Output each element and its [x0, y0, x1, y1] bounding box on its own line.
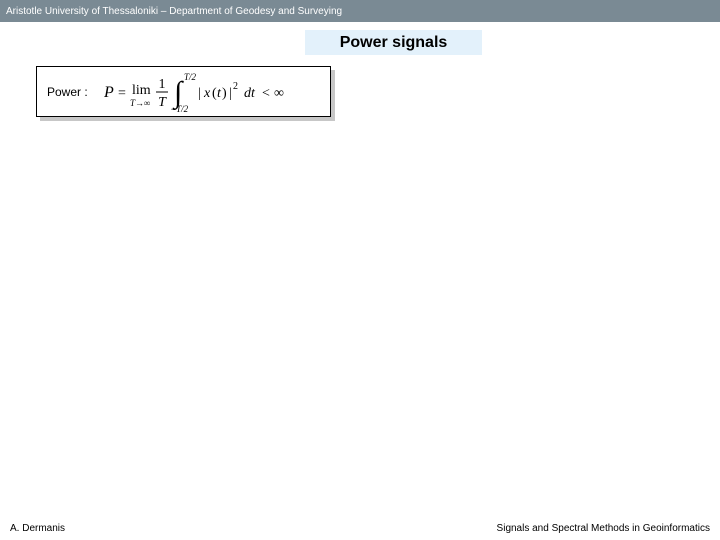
formula-label: Power :	[47, 85, 88, 99]
formula-int-upper: T/2	[184, 72, 197, 82]
formula-x: x	[203, 86, 211, 101]
footer-left: A. Dermanis	[10, 523, 65, 534]
formula-lim: lim	[132, 83, 151, 98]
formula-abs-r: |	[229, 86, 232, 101]
formula-lhs: P	[104, 84, 114, 101]
header-text: Aristotle University of Thessaloniki – D…	[6, 6, 342, 17]
formula-svg: P = lim T→∞ 1 T ∫ T/2 −T/2 | x ( t ) | 2	[104, 70, 314, 114]
formula-frac-num: 1	[158, 77, 165, 92]
formula-box: Power : P = lim T→∞ 1 T ∫ T/2 −T/2 | x (…	[36, 66, 331, 117]
formula-lt: <	[262, 86, 270, 101]
formula-abs-l: |	[198, 86, 201, 101]
formula-frac-den: T	[158, 95, 167, 110]
slide: Aristotle University of Thessaloniki – D…	[0, 0, 720, 540]
formula-inf: ∞	[274, 86, 284, 101]
header-bar: Aristotle University of Thessaloniki – D…	[0, 0, 720, 22]
formula-paren-r: )	[222, 86, 227, 101]
formula-dt: dt	[244, 86, 256, 101]
formula-equals: =	[118, 86, 126, 101]
formula-int-lower: −T/2	[170, 104, 189, 114]
footer-right: Signals and Spectral Methods in Geoinfor…	[497, 523, 710, 534]
formula-pow: 2	[233, 81, 238, 92]
title-text: Power signals	[340, 34, 448, 52]
title-box: Power signals	[305, 30, 482, 55]
formula-lim-sub: T→∞	[130, 98, 150, 108]
